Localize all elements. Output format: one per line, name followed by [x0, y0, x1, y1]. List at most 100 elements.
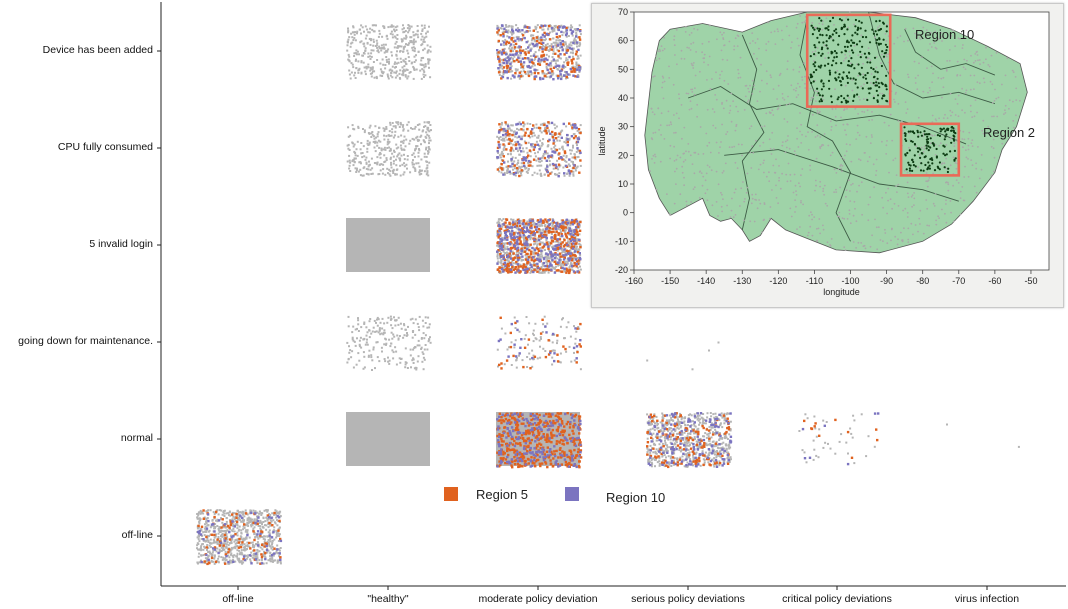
point-region10	[507, 421, 511, 424]
point-region10	[508, 170, 511, 173]
point-healthy	[539, 336, 542, 339]
point-healthy	[383, 47, 386, 50]
point-healthy	[559, 352, 562, 355]
point-region10	[568, 158, 571, 161]
point-region5	[533, 239, 536, 243]
point-healthy	[399, 159, 402, 162]
point-healthy	[545, 239, 548, 242]
point-healthy	[698, 414, 701, 417]
point-healthy	[372, 348, 375, 351]
point-region10	[518, 143, 521, 146]
point-healthy	[557, 228, 560, 230]
point-healthy	[516, 162, 519, 164]
point-healthy	[575, 61, 578, 64]
point-healthy	[346, 44, 349, 47]
point-healthy	[367, 63, 370, 66]
point-healthy	[377, 35, 380, 38]
point-region10	[526, 230, 529, 233]
point-healthy	[528, 352, 531, 355]
point-healthy	[363, 355, 366, 358]
point-healthy	[406, 43, 409, 46]
point-region5	[524, 447, 527, 451]
point-region10	[545, 124, 549, 128]
point-region10	[565, 32, 568, 35]
point-region5	[573, 261, 576, 265]
point-healthy	[499, 271, 502, 274]
point-region5	[526, 457, 530, 461]
point-region5	[562, 226, 565, 230]
point-healthy	[511, 165, 514, 168]
point-healthy	[667, 438, 670, 441]
point-healthy	[406, 332, 408, 334]
point-healthy	[578, 225, 581, 228]
point-region10	[571, 459, 574, 462]
point-region10	[570, 135, 574, 138]
point-region5	[568, 426, 572, 429]
point-healthy	[511, 260, 514, 263]
point-region10	[535, 228, 538, 231]
point-healthy	[372, 70, 374, 73]
point-healthy	[577, 74, 580, 76]
point-region10	[579, 419, 582, 423]
point-healthy	[553, 141, 556, 144]
point-healthy	[423, 141, 426, 144]
point-healthy	[539, 123, 542, 126]
point-region5	[574, 254, 577, 258]
point-healthy	[677, 418, 679, 421]
point-region5	[566, 462, 569, 466]
point-healthy	[539, 129, 542, 132]
point-region5	[536, 443, 539, 447]
point-region5	[561, 261, 565, 264]
point-healthy	[536, 55, 539, 58]
point-healthy	[556, 339, 559, 342]
point-healthy	[545, 53, 548, 56]
point-healthy	[398, 335, 401, 337]
point-healthy	[401, 66, 404, 69]
point-region5	[535, 412, 538, 416]
point-region10	[554, 163, 557, 167]
point-region10	[548, 223, 551, 226]
point-healthy	[539, 345, 541, 348]
point-healthy	[578, 242, 581, 245]
point-region10	[534, 75, 538, 78]
point-region5	[541, 219, 544, 222]
point-region10	[549, 75, 553, 78]
point-region5	[570, 259, 574, 262]
point-region10	[567, 257, 570, 260]
point-healthy	[525, 147, 528, 150]
point-region5	[568, 456, 572, 459]
point-healthy	[574, 158, 577, 161]
point-region5	[573, 448, 576, 452]
point-region10	[531, 42, 535, 46]
point-healthy	[360, 32, 362, 35]
point-healthy	[520, 170, 523, 173]
point-region5	[566, 455, 569, 458]
point-healthy	[354, 167, 357, 170]
point-healthy	[402, 129, 405, 132]
point-healthy	[541, 143, 544, 146]
point-healthy	[558, 56, 561, 59]
point-healthy	[573, 153, 576, 156]
point-region5	[561, 158, 564, 161]
point-healthy	[500, 264, 503, 267]
point-healthy	[363, 52, 366, 55]
point-healthy	[576, 57, 579, 60]
point-region5	[523, 459, 526, 463]
point-region5	[507, 453, 510, 457]
point-region10	[572, 242, 575, 245]
point-healthy	[385, 157, 388, 160]
point-healthy	[531, 135, 534, 138]
point-region10	[524, 156, 527, 159]
point-region10	[566, 133, 569, 137]
point-healthy	[668, 463, 671, 466]
point-healthy	[565, 35, 568, 38]
point-region5	[500, 421, 503, 425]
point-region5	[558, 441, 561, 444]
point-healthy	[349, 349, 352, 352]
point-region5	[553, 236, 556, 240]
point-healthy	[424, 322, 427, 324]
point-region5	[569, 437, 572, 440]
point-healthy	[408, 142, 411, 145]
point-healthy	[683, 420, 686, 423]
point-region5	[502, 32, 505, 35]
